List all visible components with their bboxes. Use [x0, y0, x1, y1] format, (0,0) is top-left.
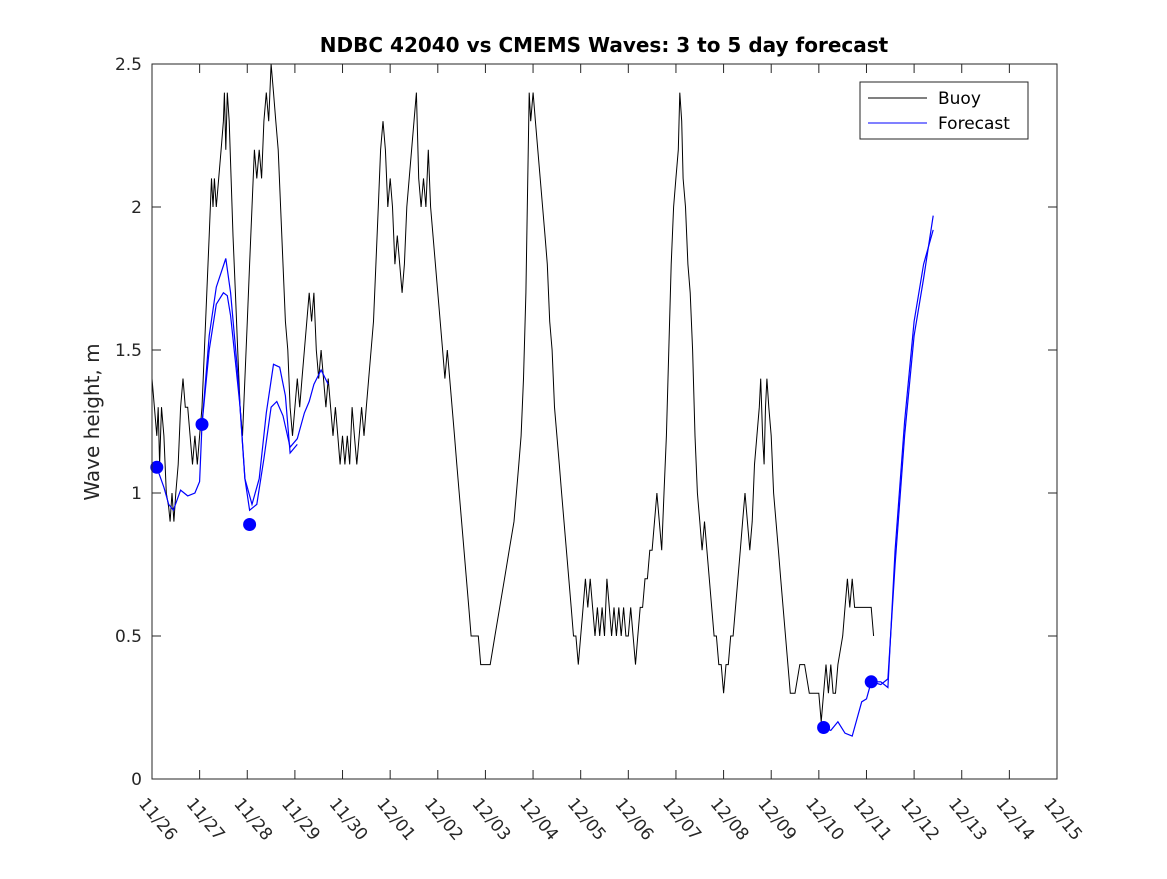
y-axis-label: Wave height, m: [80, 343, 104, 500]
x-tick-label: 11/28: [229, 794, 276, 844]
x-tick-label: 12/05: [563, 794, 610, 844]
forecast-series-line: [823, 215, 934, 737]
y-tick-label: 0.5: [115, 627, 142, 647]
x-tick-label: 12/03: [468, 794, 515, 844]
y-tick-label: 1: [131, 484, 142, 504]
x-tick-label: 12/02: [420, 794, 467, 844]
y-tick-label: 2.5: [115, 55, 142, 75]
x-tick-label: 12/11: [849, 794, 896, 844]
x-tick-label: 12/10: [801, 794, 848, 844]
forecast-series-line: [201, 258, 298, 507]
legend-forecast-label: Forecast: [938, 114, 1010, 134]
x-tick-label: 11/26: [134, 794, 181, 844]
x-tick-label: 12/08: [706, 794, 753, 844]
x-tick-label: 12/04: [515, 794, 562, 844]
forecast-point: [195, 417, 209, 431]
y-tick-label: 1.5: [115, 341, 142, 361]
y-tick-label: 0: [131, 770, 142, 790]
x-tick-label: 12/06: [610, 794, 657, 844]
x-tick-label: 12/15: [1039, 794, 1086, 844]
x-tick-label: 11/27: [182, 794, 229, 844]
x-tick-label: 12/13: [944, 794, 991, 844]
x-tick-label: 11/29: [277, 794, 324, 844]
x-tick-label: 12/01: [372, 794, 419, 844]
x-tick-label: 12/09: [753, 794, 800, 844]
y-axis: 0 0.5 1 1.5 2 2.5: [115, 55, 1057, 790]
axes-box: [151, 63, 1058, 780]
legend: Buoy Forecast: [859, 81, 1029, 140]
forecast-point: [150, 460, 164, 474]
x-tick-label: 11/30: [325, 794, 372, 844]
buoy-series-line: [151, 63, 875, 722]
x-tick-label: 12/07: [658, 794, 705, 844]
x-tick-label: 12/14: [992, 794, 1039, 844]
forecast-series-line: [156, 291, 329, 512]
x-tick-label: 12/12: [896, 794, 943, 844]
forecast-point: [817, 721, 831, 734]
x-axis: 11/26 11/27 11/28 11/29 11/30 12/01 12/02 12/03…: [134, 64, 1086, 845]
legend-buoy-label: Buoy: [938, 89, 981, 109]
plot-marks: [150, 63, 934, 737]
forecast-point: [864, 675, 878, 689]
forecast-point: [243, 518, 257, 531]
chart-title: NDBC 42040 vs CMEMS Waves: 3 to 5 day fo…: [320, 33, 889, 57]
forecast-series-line: [871, 229, 934, 689]
y-tick-label: 2: [131, 198, 142, 218]
legend-box: [859, 81, 1029, 140]
